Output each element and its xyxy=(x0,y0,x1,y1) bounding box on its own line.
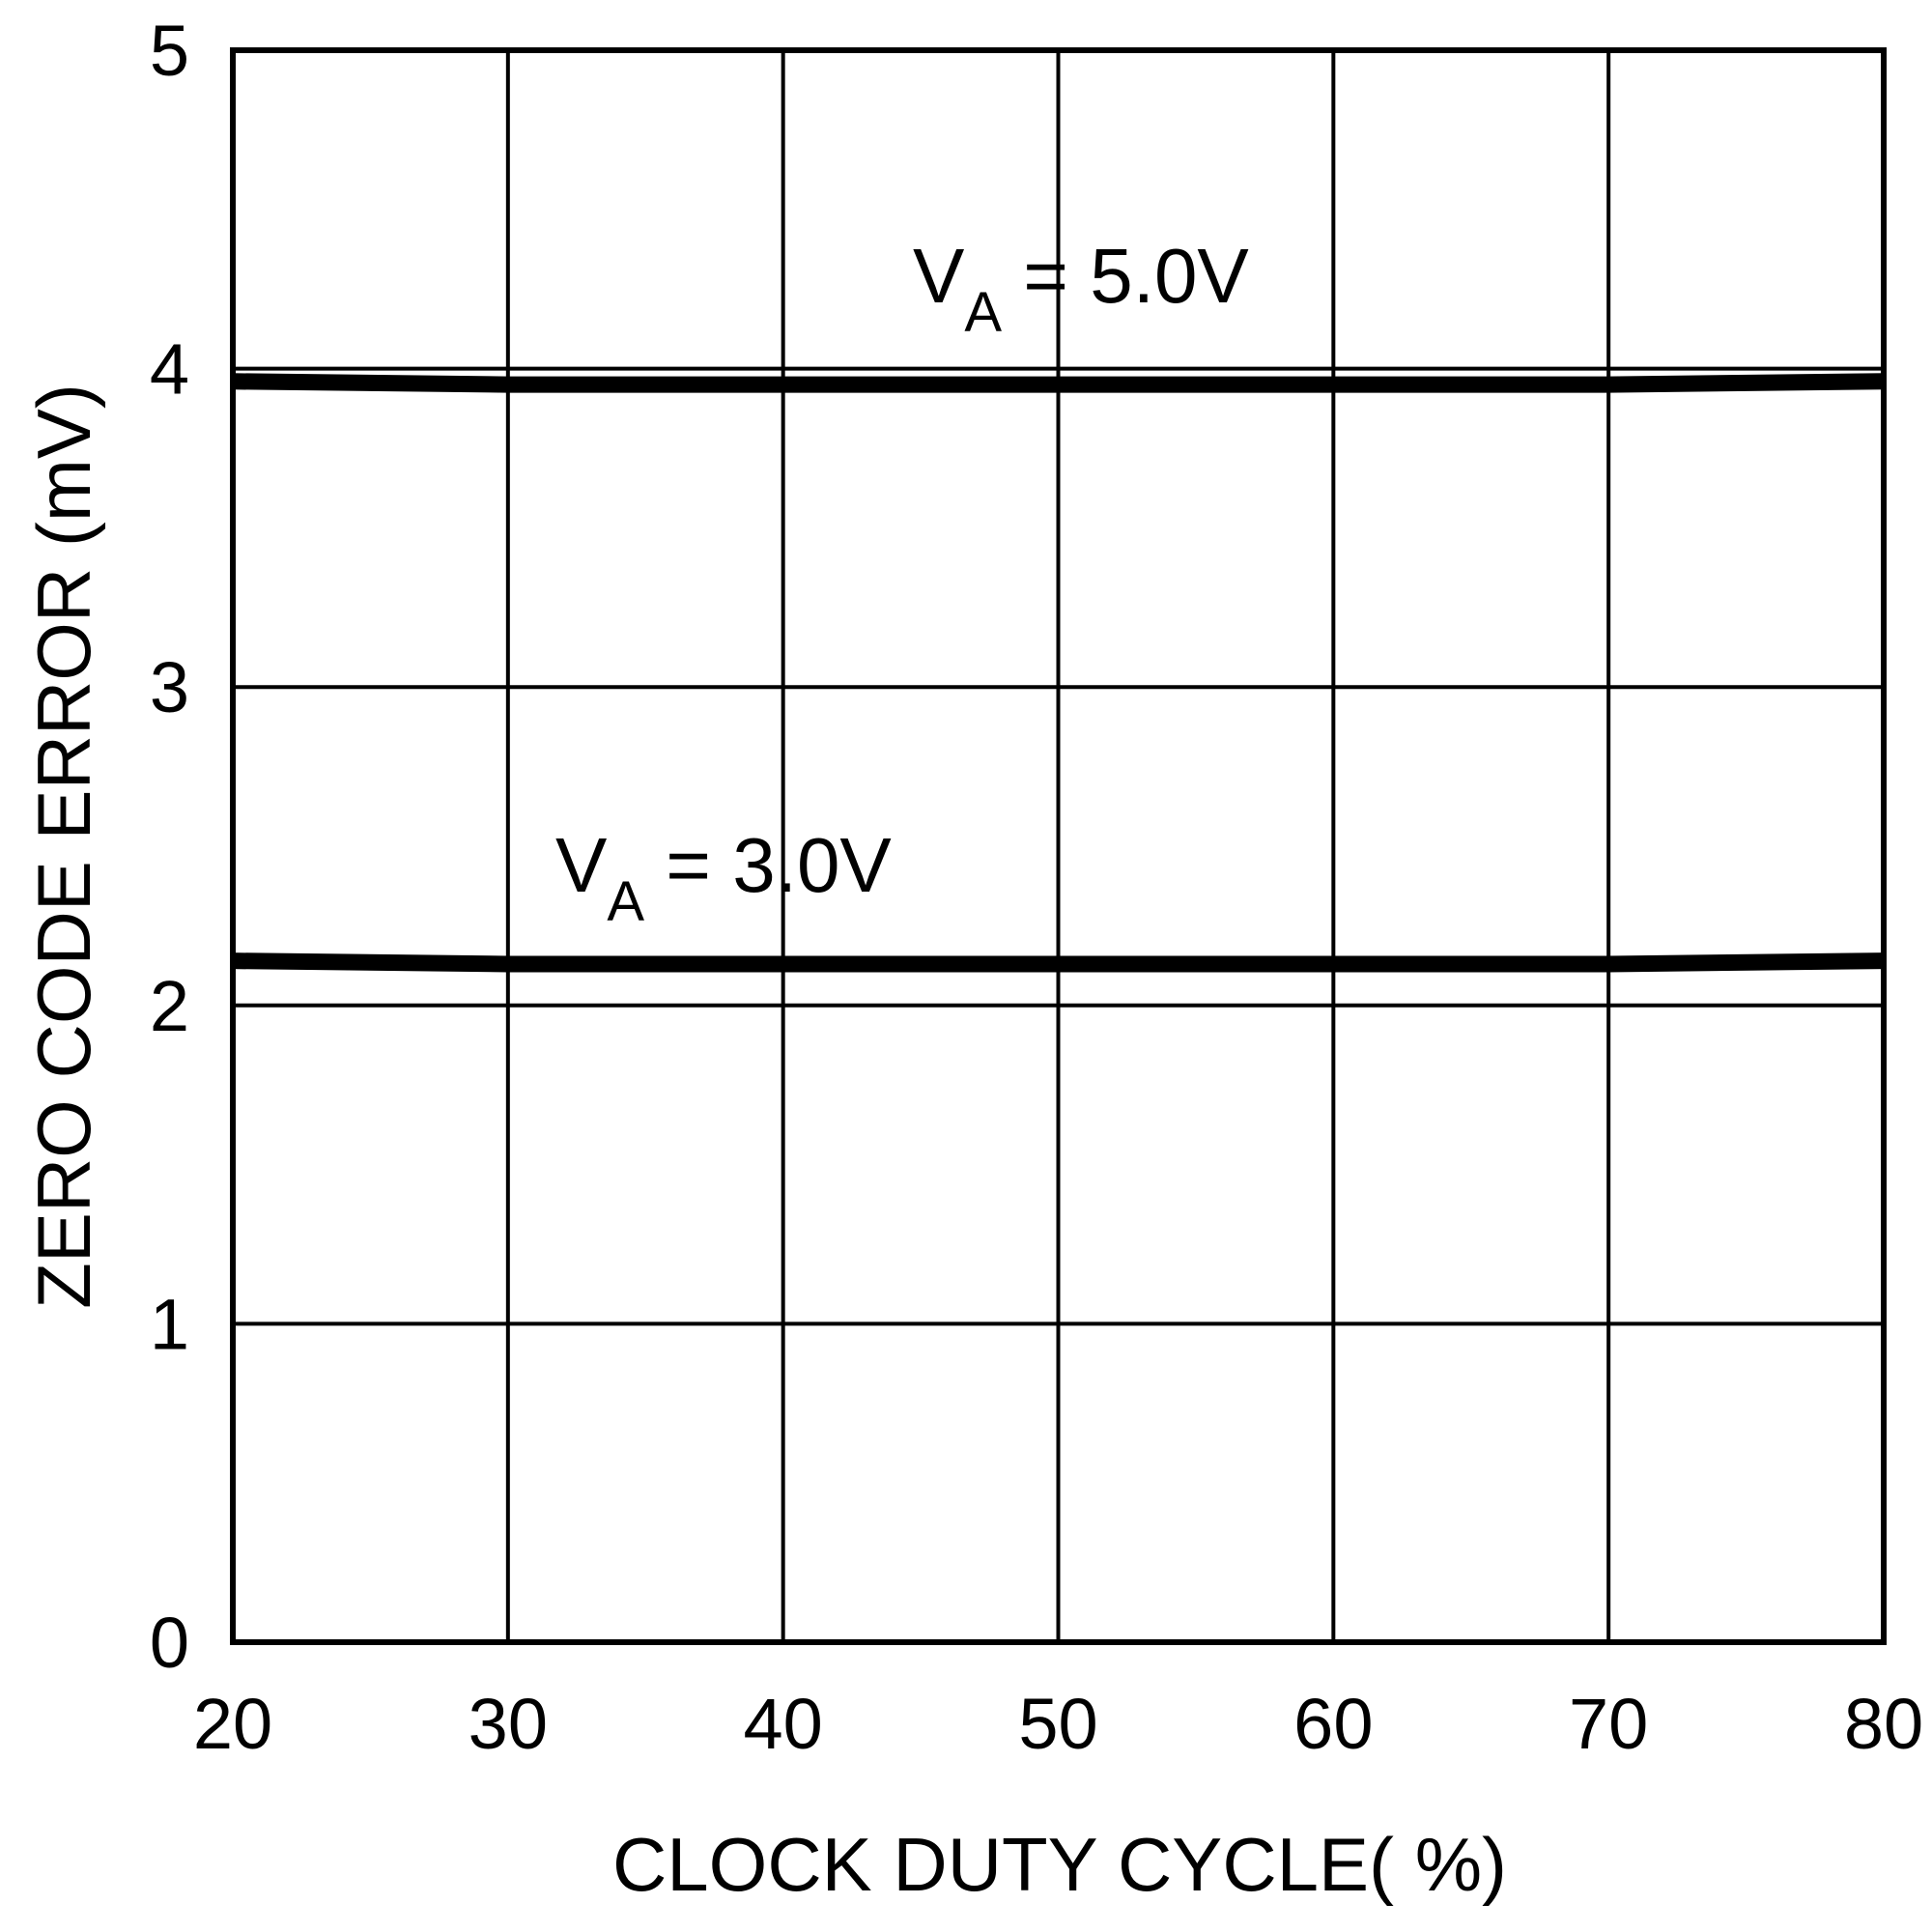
x-tick-label: 80 xyxy=(1844,1684,1923,1764)
x-tick-label: 60 xyxy=(1293,1684,1373,1764)
x-tick-label: 70 xyxy=(1569,1684,1648,1764)
y-tick-label: 4 xyxy=(150,329,189,410)
y-tick-label: 5 xyxy=(150,11,189,91)
y-axis-title: ZERO CODE ERROR (mV) xyxy=(21,384,106,1309)
y-tick-label: 3 xyxy=(150,647,189,727)
series-line xyxy=(232,952,1885,973)
series-annotations: VA = 5.0V VA = 3.0V xyxy=(555,233,1249,933)
series-line xyxy=(232,373,1885,393)
data-series xyxy=(232,373,1885,973)
x-tick-label: 40 xyxy=(744,1684,823,1764)
x-tick-label: 20 xyxy=(193,1684,272,1764)
y-axis-ticks: 0 1 2 3 4 5 xyxy=(150,11,189,1683)
x-tick-label: 30 xyxy=(469,1684,548,1764)
series-annotation-label: VA = 5.0V xyxy=(913,233,1249,344)
y-tick-label: 0 xyxy=(150,1603,189,1683)
x-axis-ticks: 20 30 40 50 60 70 80 xyxy=(193,1684,1923,1764)
series-annotation-label: VA = 3.0V xyxy=(555,822,892,933)
plot-frame xyxy=(230,47,1887,1645)
y-tick-label: 1 xyxy=(150,1284,189,1364)
y-tick-label: 2 xyxy=(150,966,189,1046)
x-tick-label: 50 xyxy=(1018,1684,1097,1764)
x-axis-title: CLOCK DUTY CYCLE( %) xyxy=(612,1822,1507,1907)
